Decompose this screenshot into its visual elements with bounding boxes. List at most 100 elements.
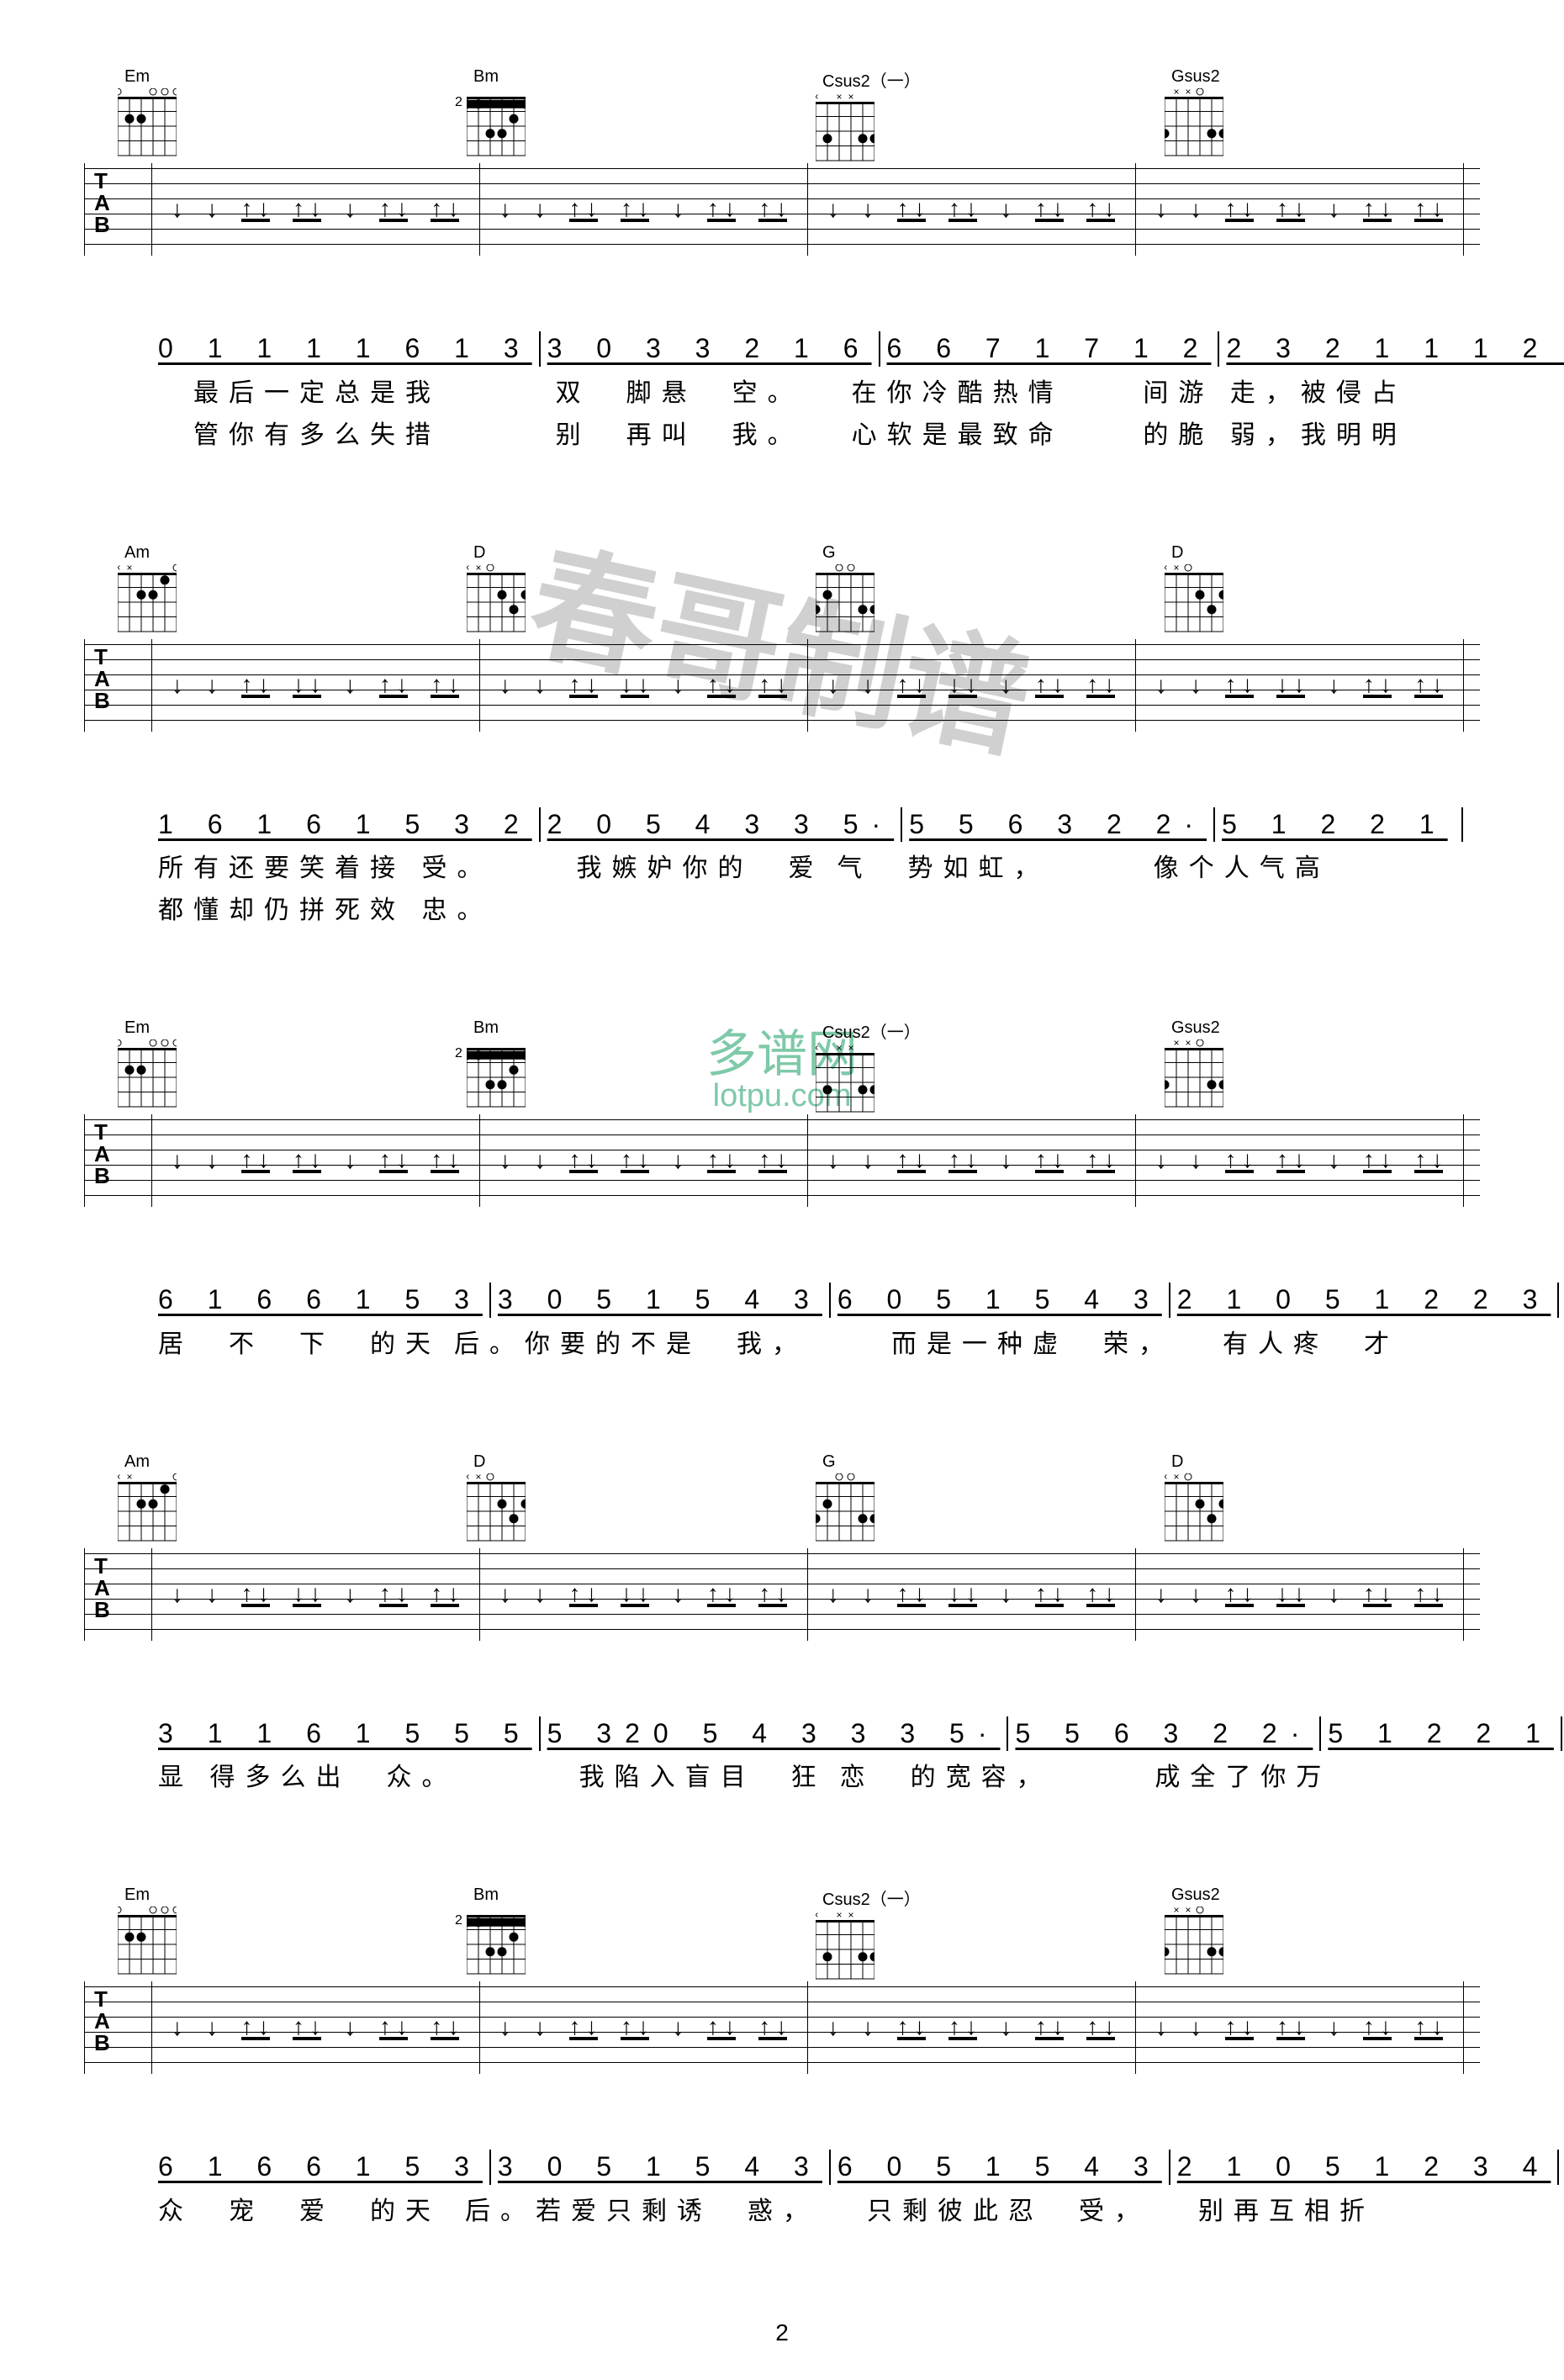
beam-group: ↑↓	[897, 197, 926, 222]
strum-up-icon: ↑	[1086, 1148, 1098, 1171]
strum-up-icon: ↑	[241, 673, 253, 696]
beam-group: ↑↓	[1086, 673, 1115, 698]
fret-label: 2	[455, 95, 462, 110]
chord-block: Csus2（一） ×××	[782, 1885, 1131, 1978]
beam-group: ↑↓	[431, 673, 459, 698]
number-measure: 5 5 6 3 2 2·	[1008, 1716, 1321, 1752]
strum-up-icon: ↑	[707, 197, 719, 220]
strum-down-icon: ↓	[914, 1582, 926, 1605]
beam-group: ↑↓	[569, 1148, 598, 1173]
svg-text:×: ×	[816, 1912, 819, 1921]
strum-up-icon: ↑	[431, 673, 442, 696]
beam-group: ↑↓	[707, 197, 736, 222]
tab-measure: ↓↓↑↓↓↓↓↑↓↑↓	[151, 1548, 479, 1641]
strum-down-icon: ↓	[724, 1582, 736, 1605]
strum-up-icon: ↑	[379, 1582, 391, 1605]
beam-group: ↑↓	[379, 673, 408, 698]
strum-up-icon: ↑	[293, 1148, 304, 1171]
strum-up-icon: ↑	[897, 673, 909, 696]
tab-measure: ↓↓↑↓↓↓↓↑↓↑↓	[479, 639, 807, 732]
strum-down-icon: ↓	[827, 674, 839, 697]
strum-down-icon: ↓	[1328, 674, 1339, 697]
chord-name: Gsus2	[1171, 1018, 1220, 1038]
beam-group: ↑↓	[1035, 197, 1064, 222]
beam-group: ↑↓	[1086, 2015, 1115, 2040]
chord-block: Csus2（一） ×××	[782, 67, 1131, 160]
system: Em Bm 2 Csus2（一） ××× Gsus2 ×× TAB	[84, 1885, 1480, 2227]
strum-down-icon: ↓	[1380, 197, 1392, 220]
lyric-measure: 显 得多么出 众。	[151, 1756, 467, 1793]
barline	[1463, 163, 1464, 256]
strum-down-icon: ↓	[1000, 1583, 1012, 1606]
strum-up-icon: ↑	[1225, 1148, 1237, 1171]
strum-down-icon: ↓	[534, 1149, 546, 1172]
svg-text:×: ×	[1185, 1039, 1191, 1049]
chord-diagram	[118, 88, 177, 167]
svg-text:×: ×	[848, 1912, 853, 1921]
tab-measure: ↓↓↑↓↓↓↓↑↓↑↓	[807, 1548, 1135, 1641]
chord-block: Em	[84, 1018, 433, 1111]
chord-block: Bm 2	[433, 1885, 782, 1978]
strum-up-icon: ↑	[948, 2015, 960, 2039]
beam-group: ↓↓	[621, 1582, 649, 1607]
strum-up-icon: ↑	[707, 1582, 719, 1605]
beam-group: ↑↓	[948, 2015, 977, 2040]
barline	[1463, 1981, 1464, 2074]
beam-group: ↑↓	[1363, 1148, 1392, 1173]
strum-up-icon: ↑	[379, 673, 391, 696]
barline	[84, 1114, 85, 1207]
strum-down-icon: ↓	[534, 2016, 546, 2039]
lyric-measure: 别 再叫 我。	[478, 414, 810, 451]
strum-down-icon: ↓	[827, 2016, 839, 2039]
strum-down-icon: ↓	[1000, 1149, 1012, 1172]
chord-name: Gsus2	[1171, 67, 1220, 87]
strum-down-icon: ↓	[1431, 2015, 1443, 2039]
number-measure: 3 0 3 3 2 1 6	[541, 331, 880, 367]
strum-up-icon: ↑	[1363, 197, 1375, 220]
lyric-measure: 成全了你万	[1148, 1756, 1463, 1793]
chord-name: Bm	[473, 67, 499, 87]
chord-name: Am	[124, 543, 150, 563]
strum-down-icon: ↓	[1000, 674, 1012, 697]
strum-down-icon: ↓	[724, 2015, 736, 2039]
number-measure: 5 1 2 2 1	[1215, 807, 1463, 843]
lyric-row: 显 得多么出 众。 我陷入盲目 狂恋 的宽容，成全了你万	[84, 1756, 1480, 1793]
number-notation-row: 1 6 1 6 1 5 3 22 0 5 4 3 3 5·5 5 6 3 2 2…	[84, 807, 1480, 843]
strum-down-icon: ↓	[309, 2015, 321, 2039]
strum-down-icon: ↓	[344, 198, 356, 221]
beam-group: ↑↓	[1035, 2015, 1064, 2040]
strum-down-icon: ↓	[724, 673, 736, 696]
chord-row: Em Bm 2 Csus2（一） ××× Gsus2 ××	[84, 67, 1480, 160]
strum-down-icon: ↓	[1052, 673, 1064, 696]
chord-diagram	[816, 1473, 874, 1552]
beam-group: ↑↓	[1225, 1582, 1254, 1607]
chord-block: D ××	[1131, 1452, 1480, 1545]
number-measure: 3 1 1 6 1 5 5 5	[151, 1716, 541, 1752]
strum-down-icon: ↓	[1155, 674, 1167, 697]
strum-down-icon: ↓	[344, 2016, 356, 2039]
tab-staff: TAB↓↓↑↓↓↓↓↑↓↑↓↓↓↑↓↓↓↓↑↓↑↓↓↓↑↓↓↓↓↑↓↑↓↓↓↑↓…	[84, 1548, 1480, 1641]
tab-clef: TAB	[94, 170, 110, 235]
number-measure: 2 0 5 4 3 3 5·	[541, 807, 903, 843]
beam-group: ↑↓	[431, 197, 459, 222]
strum-up-icon: ↑	[621, 197, 632, 220]
lyric-measure: 我嫉妒你的 爱	[499, 847, 831, 884]
chord-diagram: 2	[467, 1907, 526, 1986]
strum-down-icon: ↓	[1190, 2016, 1202, 2039]
strum-up-icon: ↑	[431, 2015, 442, 2039]
tab-staff: TAB↓↓↑↓↓↓↓↑↓↑↓↓↓↑↓↓↓↓↑↓↑↓↓↓↑↓↓↓↓↑↓↑↓↓↓↑↓…	[84, 639, 1480, 732]
beam-group: ↓↓	[293, 1582, 321, 1607]
lyric-measure: 后。若爱只剩诱 惑，	[458, 2190, 825, 2227]
strum-down-icon: ↓	[1190, 198, 1202, 221]
chord-block: G	[782, 543, 1131, 636]
lyric-row: 最后一定总是我 双 脚悬 空。 在你冷酷热情间游 走，被侵占	[84, 372, 1480, 409]
strum-up-icon: ↑	[1086, 673, 1098, 696]
strum-down-icon: ↓	[827, 1149, 839, 1172]
chord-row: Em Bm 2 Csus2（一） ××× Gsus2 ××	[84, 1018, 1480, 1111]
strum-up-icon: ↑	[897, 1582, 909, 1605]
strum-down-icon: ↓	[1242, 1582, 1254, 1605]
strum-down-icon: ↓	[637, 673, 649, 696]
strum-up-icon: ↑	[1276, 1148, 1288, 1171]
strum-down-icon: ↓	[586, 1582, 598, 1605]
beam-group: ↑↓	[1086, 197, 1115, 222]
